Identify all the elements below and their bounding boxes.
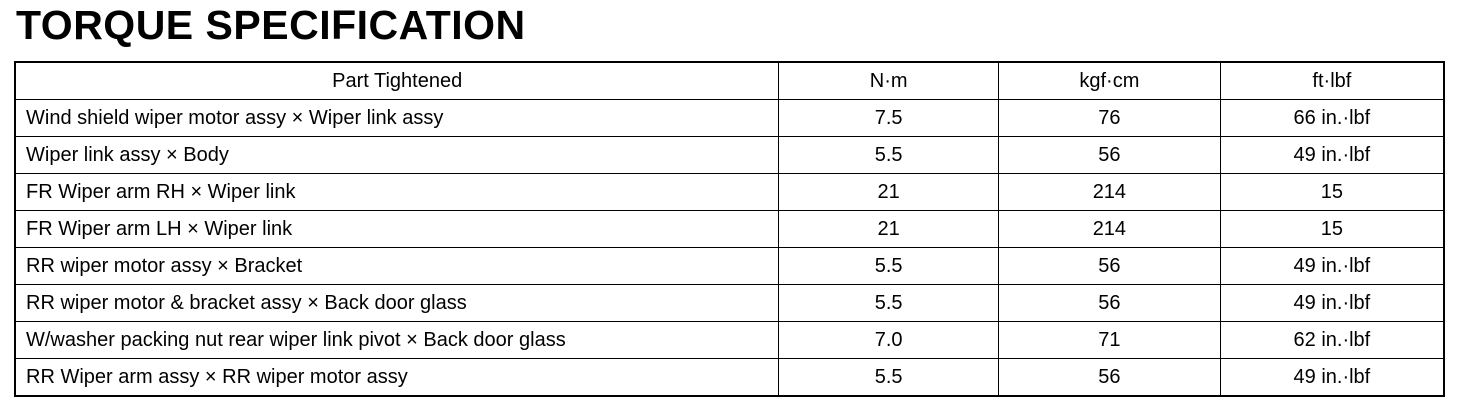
- kgfcm-cell: 56: [998, 358, 1221, 397]
- part-cell: RR Wiper arm assy × RR wiper motor assy: [14, 358, 780, 397]
- kgfcm-cell: 56: [998, 247, 1221, 285]
- nm-cell: 7.0: [778, 321, 1000, 359]
- part-cell: Wiper link assy × Body: [14, 136, 780, 174]
- page-title: TORQUE SPECIFICATION: [16, 2, 526, 48]
- part-cell: FR Wiper arm LH × Wiper link: [14, 210, 780, 248]
- table-header-row: Part Tightened N·m kgf·cm ft·lbf: [14, 61, 1445, 100]
- ftlbf-cell: 15: [1219, 173, 1445, 211]
- table-row: RR wiper motor assy × Bracket 5.5 56 49 in.…: [14, 247, 1445, 285]
- header-kgfcm: kgf·cm: [998, 61, 1221, 100]
- part-cell: Wind shield wiper motor assy × Wiper lin…: [14, 99, 780, 137]
- ftlbf-cell: 49 in.·lbf: [1219, 358, 1445, 397]
- ftlbf-cell: 49 in.·lbf: [1219, 247, 1445, 285]
- torque-table: Part Tightened N·m kgf·cm ft·lbf Wind sh…: [14, 61, 1445, 397]
- table-row: FR Wiper arm LH × Wiper link 21 214 15: [14, 210, 1445, 248]
- kgfcm-cell: 71: [998, 321, 1221, 359]
- table-row: RR wiper motor & bracket assy × Back doo…: [14, 284, 1445, 322]
- kgfcm-cell: 214: [998, 210, 1221, 248]
- header-part-tightened: Part Tightened: [14, 61, 780, 100]
- ftlbf-cell: 66 in.·lbf: [1219, 99, 1445, 137]
- nm-cell: 7.5: [778, 99, 1000, 137]
- part-cell: RR wiper motor assy × Bracket: [14, 247, 780, 285]
- kgfcm-cell: 56: [998, 284, 1221, 322]
- nm-cell: 5.5: [778, 136, 1000, 174]
- nm-cell: 21: [778, 173, 1000, 211]
- part-cell: W/washer packing nut rear wiper link piv…: [14, 321, 780, 359]
- table-row: FR Wiper arm RH × Wiper link 21 214 15: [14, 173, 1445, 211]
- ftlbf-cell: 49 in.·lbf: [1219, 284, 1445, 322]
- nm-cell: 21: [778, 210, 1000, 248]
- ftlbf-cell: 15: [1219, 210, 1445, 248]
- kgfcm-cell: 76: [998, 99, 1221, 137]
- part-cell: FR Wiper arm RH × Wiper link: [14, 173, 780, 211]
- header-nm: N·m: [778, 61, 1000, 100]
- table-row: Wiper link assy × Body 5.5 56 49 in.·lbf: [14, 136, 1445, 174]
- table-row: W/washer packing nut rear wiper link piv…: [14, 321, 1445, 359]
- nm-cell: 5.5: [778, 247, 1000, 285]
- ftlbf-cell: 62 in.·lbf: [1219, 321, 1445, 359]
- kgfcm-cell: 214: [998, 173, 1221, 211]
- kgfcm-cell: 56: [998, 136, 1221, 174]
- nm-cell: 5.5: [778, 284, 1000, 322]
- header-ftlbf: ft·lbf: [1219, 61, 1445, 100]
- table-row: RR Wiper arm assy × RR wiper motor assy 5…: [14, 358, 1445, 397]
- part-cell: RR wiper motor & bracket assy × Back doo…: [14, 284, 780, 322]
- ftlbf-cell: 49 in.·lbf: [1219, 136, 1445, 174]
- table-row: Wind shield wiper motor assy × Wiper lin…: [14, 99, 1445, 137]
- nm-cell: 5.5: [778, 358, 1000, 397]
